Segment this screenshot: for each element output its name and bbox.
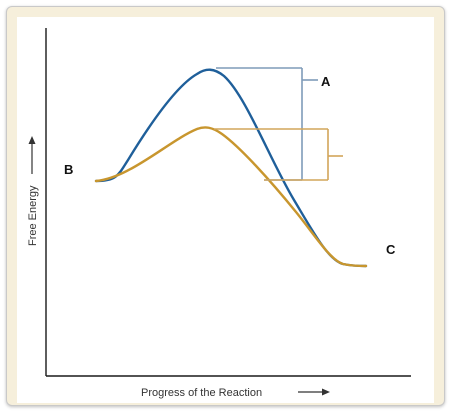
label-b: B [64,162,73,177]
label-c: C [386,242,396,257]
x-axis-arrow-icon [298,388,330,396]
y-axis-arrow-icon [28,136,36,174]
bracket-catalyzed [214,128,343,181]
uncatalyzed-curve [94,68,368,268]
figure-panel [17,17,434,403]
x-axis-label: Progress of the Reaction [141,387,262,399]
label-a: A [321,74,331,89]
catalyzed-curve [94,126,368,268]
y-axis-label: Free Energy [27,185,39,246]
